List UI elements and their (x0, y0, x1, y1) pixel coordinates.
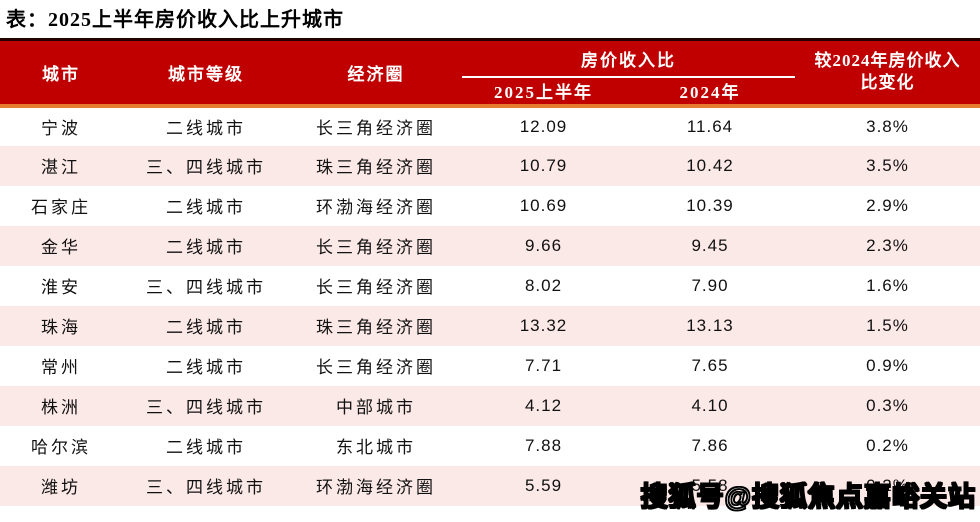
header-sub-row: 2025上半年 2024年 (0, 76, 980, 108)
cell-city: 石家庄 (0, 185, 122, 226)
header-2025-h1: 2025上半年 (462, 76, 625, 108)
cell-ratio-2024: 7.65 (625, 345, 795, 386)
cell-tier: 三、四线城市 (122, 265, 290, 306)
cell-tier: 三、四线城市 (122, 145, 290, 186)
sohu-watermark: 搜狐号@搜狐焦点嘉峪关站 (640, 481, 976, 513)
cell-city: 珠海 (0, 305, 122, 346)
table-row: 哈尔滨 二线城市 东北城市 7.88 7.86 0.2% (0, 425, 980, 466)
cell-circle: 长三角经济圈 (290, 345, 462, 386)
header-city: 城市 (0, 38, 122, 108)
cell-change: 0.2% (795, 425, 980, 466)
header-price-income-ratio-group: 房价收入比 (462, 38, 795, 78)
cell-ratio-2024: 7.90 (625, 265, 795, 306)
table-body: 宁波 二线城市 长三角经济圈 12.09 11.64 3.8% 湛江 三、四线城… (0, 105, 980, 506)
cell-ratio-2024: 7.86 (625, 425, 795, 466)
cell-ratio-2025: 10.69 (462, 185, 625, 226)
cell-ratio-2024: 11.64 (625, 105, 795, 146)
cell-ratio-2024: 10.39 (625, 185, 795, 226)
cell-change: 0.3% (795, 385, 980, 426)
cell-city: 淮安 (0, 265, 122, 306)
cell-ratio-2025: 9.66 (462, 225, 625, 266)
header-city-tier: 城市等级 (122, 38, 290, 108)
cell-tier: 二线城市 (122, 105, 290, 146)
cell-city: 潍坊 (0, 465, 122, 506)
cell-tier: 二线城市 (122, 305, 290, 346)
cell-city: 宁波 (0, 105, 122, 146)
cell-ratio-2025: 4.12 (462, 385, 625, 426)
cell-change: 3.8% (795, 105, 980, 146)
table-header: 城市 城市等级 经济圈 房价收入比 较2024年房价收入比变化 2025上半年 … (0, 38, 980, 108)
cell-ratio-2025: 8.02 (462, 265, 625, 306)
header-group-row: 城市 城市等级 经济圈 房价收入比 较2024年房价收入比变化 (0, 38, 980, 108)
cell-ratio-2025: 7.88 (462, 425, 625, 466)
cell-tier: 二线城市 (122, 425, 290, 466)
cell-ratio-2024: 10.42 (625, 145, 795, 186)
cell-circle: 珠三角经济圈 (290, 305, 462, 346)
cell-change: 2.3% (795, 225, 980, 266)
cell-circle: 长三角经济圈 (290, 265, 462, 306)
cell-circle: 中部城市 (290, 385, 462, 426)
cell-circle: 珠三角经济圈 (290, 145, 462, 186)
cell-city: 金华 (0, 225, 122, 266)
cell-change: 2.9% (795, 185, 980, 226)
cell-ratio-2024: 13.13 (625, 305, 795, 346)
page-title: 表：2025上半年房价收入比上升城市 (6, 9, 344, 31)
cell-ratio-2025: 7.71 (462, 345, 625, 386)
cell-circle: 环渤海经济圈 (290, 185, 462, 226)
cell-ratio-2025: 13.32 (462, 305, 625, 346)
housing-price-income-table: 城市 城市等级 经济圈 房价收入比 较2024年房价收入比变化 2025上半年 … (0, 38, 980, 506)
table-row: 株洲 三、四线城市 中部城市 4.12 4.10 0.3% (0, 385, 980, 426)
cell-city: 常州 (0, 345, 122, 386)
cell-tier: 三、四线城市 (122, 385, 290, 426)
header-change-vs-2024: 较2024年房价收入比变化 (795, 38, 980, 108)
cell-change: 1.6% (795, 265, 980, 306)
table-row: 淮安 三、四线城市 长三角经济圈 8.02 7.90 1.6% (0, 265, 980, 306)
cell-ratio-2024: 5.58 (625, 465, 795, 506)
cell-ratio-2025: 10.79 (462, 145, 625, 186)
table-row: 金华 二线城市 长三角经济圈 9.66 9.45 2.3% (0, 225, 980, 266)
cell-city: 湛江 (0, 145, 122, 186)
cell-tier: 二线城市 (122, 345, 290, 386)
cell-circle: 长三角经济圈 (290, 105, 462, 146)
cell-circle: 东北城市 (290, 425, 462, 466)
header-2024: 2024年 (625, 76, 795, 108)
cell-ratio-2024: 9.45 (625, 225, 795, 266)
cell-change: 3.5% (795, 145, 980, 186)
cell-city: 哈尔滨 (0, 425, 122, 466)
cell-ratio-2024: 4.10 (625, 385, 795, 426)
cell-tier: 三、四线城市 (122, 465, 290, 506)
cell-ratio-2025: 12.09 (462, 105, 625, 146)
table-row: 湛江 三、四线城市 珠三角经济圈 10.79 10.42 3.5% (0, 145, 980, 186)
header-economic-circle: 经济圈 (290, 38, 462, 108)
table-row: 石家庄 二线城市 环渤海经济圈 10.69 10.39 2.9% (0, 185, 980, 226)
cell-city: 株洲 (0, 385, 122, 426)
cell-change: 0.2% (795, 465, 980, 506)
cell-tier: 二线城市 (122, 185, 290, 226)
cell-circle: 长三角经济圈 (290, 225, 462, 266)
cell-change: 1.5% (795, 305, 980, 346)
table-row: 珠海 二线城市 珠三角经济圈 13.32 13.13 1.5% (0, 305, 980, 346)
table-row: 宁波 二线城市 长三角经济圈 12.09 11.64 3.8% (0, 105, 980, 146)
cell-ratio-2025: 5.59 (462, 465, 625, 506)
cell-circle: 环渤海经济圈 (290, 465, 462, 506)
table-row: 常州 二线城市 长三角经济圈 7.71 7.65 0.9% (0, 345, 980, 386)
cell-change: 0.9% (795, 345, 980, 386)
cell-tier: 二线城市 (122, 225, 290, 266)
table-row: 潍坊 三、四线城市 环渤海经济圈 5.59 5.58 0.2% (0, 465, 980, 506)
